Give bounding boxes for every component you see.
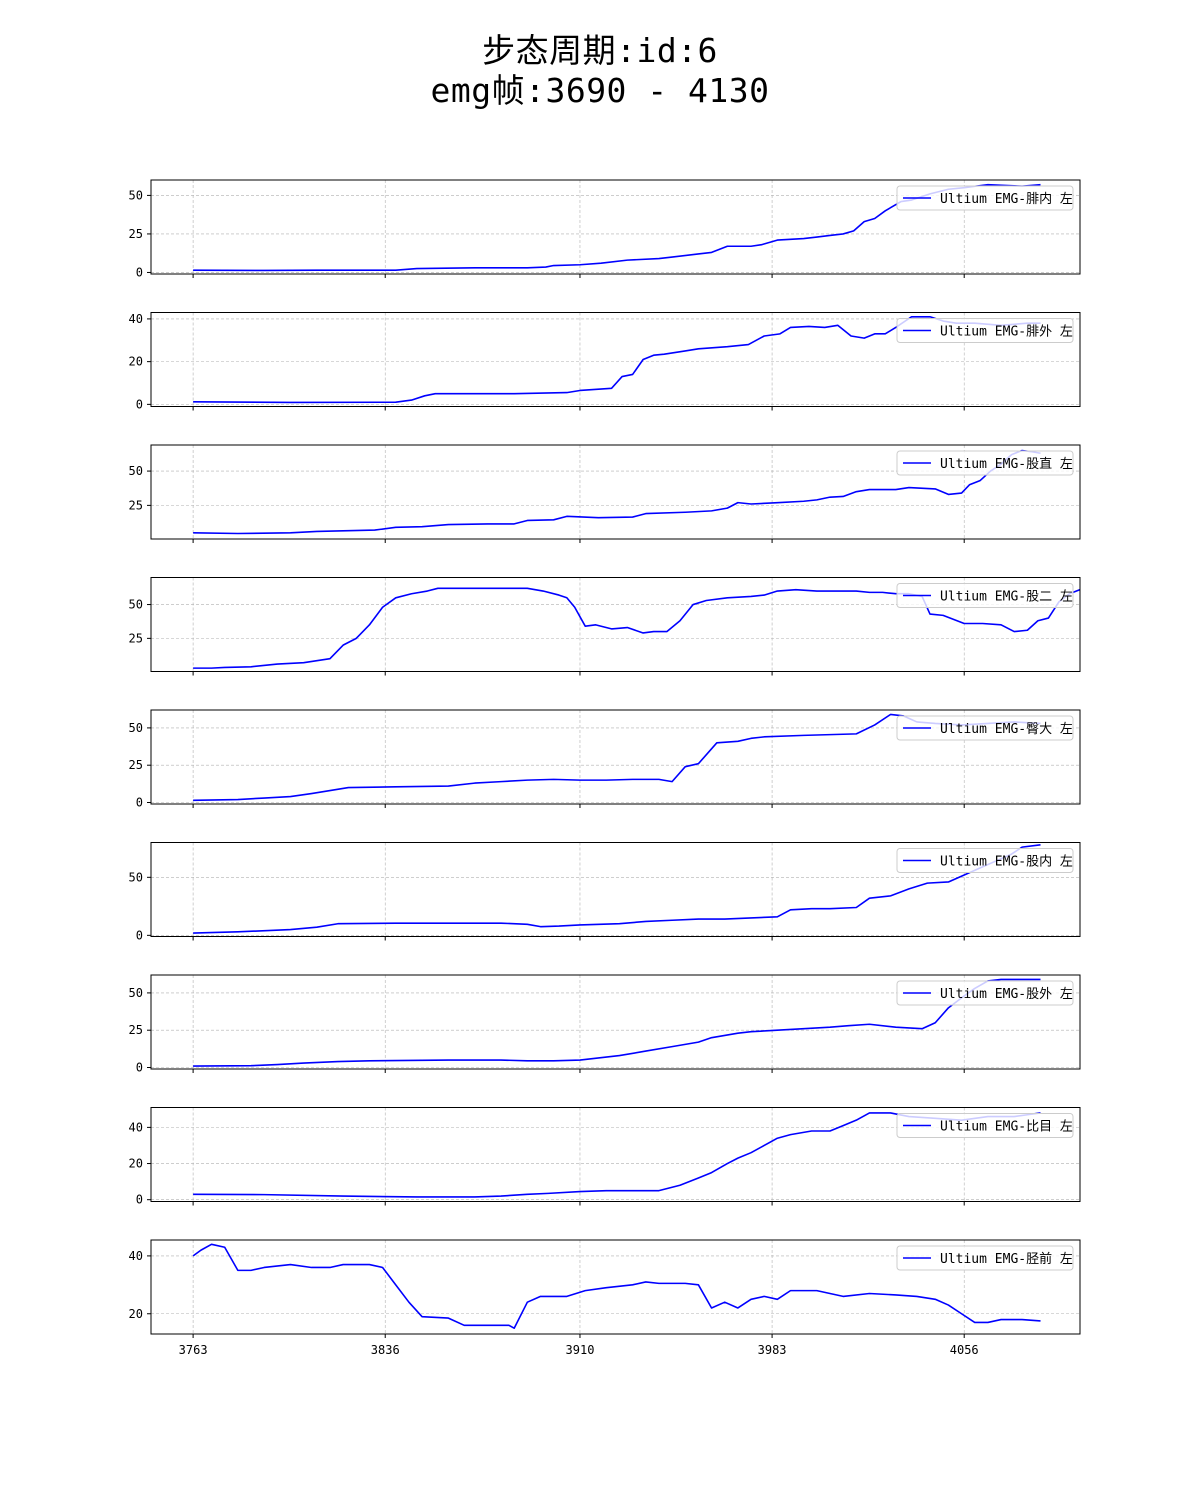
axes-frame xyxy=(150,974,1081,1070)
legend-box xyxy=(896,1113,1074,1138)
legend-label: Ultium EMG-腓外 左 xyxy=(940,324,1073,340)
y-tick-label: 0 xyxy=(136,1061,143,1075)
subplot-3: 25 50 Ultium EMG-股直 左 xyxy=(129,444,1081,543)
y-tick-label: 20 xyxy=(129,1307,143,1321)
series-line xyxy=(192,1243,1041,1330)
chart-subtitle: emg帧:3690 - 4130 xyxy=(430,71,770,110)
axes-frame xyxy=(150,577,1081,672)
legend: Ultium EMG-比目 左 xyxy=(896,1113,1074,1138)
legend: Ultium EMG-股直 左 xyxy=(896,450,1074,476)
y-tick-label: 25 xyxy=(129,758,143,772)
y-tick-label: 50 xyxy=(129,986,143,1000)
chart-title: 步态周期:id:6 xyxy=(482,31,718,70)
legend-label: Ultium EMG-股直 左 xyxy=(940,457,1073,472)
y-tick-label: 40 xyxy=(129,312,143,326)
legend-box xyxy=(896,450,1074,476)
subplot-6: 0 50 Ultium EMG-股内 左 xyxy=(129,842,1081,942)
y-tick-label: 20 xyxy=(129,1157,143,1171)
x-tick-label: 3763 xyxy=(179,1343,208,1357)
subplot-8: 0 20 40 Ultium EMG-比目 左 xyxy=(129,1107,1081,1207)
y-tick-label: 0 xyxy=(136,1193,143,1207)
x-tick-label: 3983 xyxy=(758,1343,787,1357)
legend: Ultium EMG-胫前 左 xyxy=(896,1245,1074,1271)
series-line xyxy=(193,449,1041,535)
legend-box xyxy=(896,848,1074,873)
legend-box xyxy=(896,715,1074,741)
y-tick-label: 40 xyxy=(129,1120,143,1134)
legend-label: Ultium EMG-比目 左 xyxy=(940,1120,1073,1135)
y-tick-label: 50 xyxy=(129,721,143,735)
y-tick-label: 25 xyxy=(129,227,143,241)
subplot-4: 25 50 Ultium EMG-股二 左 xyxy=(129,577,1081,676)
legend-box xyxy=(896,318,1074,343)
y-tick-label: 50 xyxy=(129,188,143,202)
series-line xyxy=(193,978,1041,1067)
legend-label: Ultium EMG-胫前 左 xyxy=(940,1251,1073,1267)
x-tick-label: 4056 xyxy=(950,1343,979,1357)
axes-frame xyxy=(150,312,1081,407)
legend: Ultium EMG-臀大 左 xyxy=(896,715,1074,741)
legend-box xyxy=(896,980,1074,1006)
series-line xyxy=(193,315,1041,404)
subplot-1: 0 25 50 Ultium EMG-腓内 左 xyxy=(129,179,1081,279)
subplot-2: 0 20 40 Ultium EMG-腓外 左 xyxy=(129,312,1081,411)
legend-box xyxy=(896,583,1074,608)
axes-frame xyxy=(150,709,1081,805)
y-tick-label: 25 xyxy=(129,498,143,512)
axes-frame xyxy=(150,1107,1081,1202)
legend: Ultium EMG-股外 左 xyxy=(896,980,1074,1006)
y-tick-label: 25 xyxy=(129,1023,143,1037)
y-tick-label: 0 xyxy=(136,796,143,810)
y-tick-label: 25 xyxy=(129,631,143,645)
axes-frame xyxy=(150,842,1081,937)
y-tick-label: 0 xyxy=(136,397,143,411)
legend-label: Ultium EMG-股二 左 xyxy=(940,590,1073,605)
legend-label: Ultium EMG-股内 左 xyxy=(940,854,1073,870)
legend-label: Ultium EMG-股外 左 xyxy=(940,987,1073,1002)
axes-frame xyxy=(150,444,1081,540)
legend-box xyxy=(896,185,1074,211)
y-tick-label: 50 xyxy=(129,464,143,478)
legend-box xyxy=(896,1245,1074,1271)
axes-frame xyxy=(150,1239,1081,1335)
legend: Ultium EMG-股内 左 xyxy=(896,848,1074,873)
series-line xyxy=(193,844,1041,934)
y-tick-label: 50 xyxy=(129,870,143,884)
legend-label: Ultium EMG-腓内 左 xyxy=(940,191,1073,207)
subplot-7: 0 25 50 Ultium EMG-股外 左 xyxy=(129,974,1081,1075)
y-tick-label: 0 xyxy=(136,928,143,942)
legend: Ultium EMG-腓内 左 xyxy=(896,185,1074,211)
series-line xyxy=(193,587,1080,669)
y-tick-label: 50 xyxy=(129,598,143,612)
legend-label: Ultium EMG-臀大 左 xyxy=(940,722,1073,737)
y-tick-label: 20 xyxy=(129,355,143,369)
subplot-5: 0 25 50 Ultium EMG-臀大 左 xyxy=(129,709,1081,810)
x-tick-label: 3836 xyxy=(371,1343,400,1357)
x-tick-label: 3910 xyxy=(566,1343,595,1357)
axes-frame xyxy=(150,179,1081,275)
legend: Ultium EMG-股二 左 xyxy=(896,583,1074,608)
y-tick-label: 40 xyxy=(129,1249,143,1263)
y-tick-label: 0 xyxy=(136,265,143,279)
legend: Ultium EMG-腓外 左 xyxy=(896,318,1074,343)
subplot-9: 20 40 Ultium EMG-胫前 左 3763 3836 3910 3983 4056 xyxy=(129,1239,1081,1357)
